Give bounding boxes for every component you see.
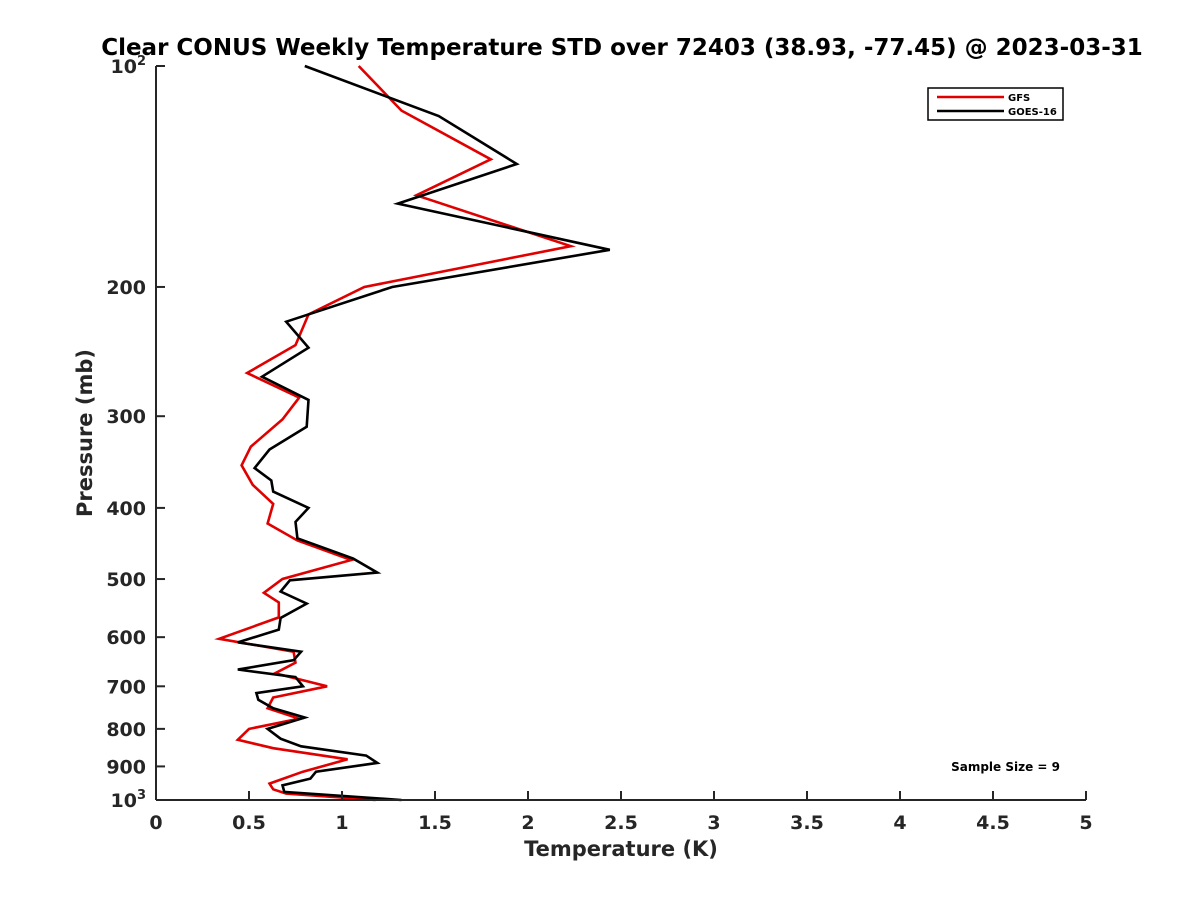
x-tick-label: 0.5	[232, 812, 266, 834]
x-tick-label: 0	[149, 812, 162, 834]
legend-label-goes: GOES-16	[1008, 107, 1057, 118]
x-tick-label: 4.5	[976, 812, 1010, 834]
y-tick-label: 700	[106, 676, 146, 698]
series-line-goes-16	[237, 64, 611, 802]
series-line-gfs	[214, 65, 576, 802]
sample-size-annotation: Sample Size = 9	[951, 760, 1060, 774]
y-tick-label: 600	[106, 627, 146, 649]
y-axis-ticks: 102 200 300 400 500 600 700 800 900 103	[106, 54, 165, 812]
y-tick-label: 900	[106, 756, 146, 778]
x-axis-label: Temperature (K)	[524, 837, 718, 861]
x-tick-label: 1.5	[418, 812, 452, 834]
plot-area	[156, 66, 1085, 799]
x-tick-label: 3.5	[790, 812, 824, 834]
legend-label-gfs: GFS	[1008, 93, 1030, 104]
y-axis-label: Pressure (mb)	[73, 349, 97, 517]
x-axis-ticks: 0 0.5 1 1.5 2 2.5 3 3.5 4 4.5 5	[149, 791, 1093, 834]
x-tick-label: 5	[1079, 812, 1092, 834]
x-tick-label: 4	[893, 812, 906, 834]
y-tick-label: 300	[106, 406, 146, 428]
x-tick-label: 2	[521, 812, 534, 834]
y-tick-label: 400	[106, 498, 146, 520]
y-tick-label: 102	[111, 54, 147, 78]
x-tick-label: 3	[707, 812, 720, 834]
y-tick-label: 200	[106, 277, 146, 299]
series-lines	[214, 64, 611, 802]
legend-box	[927, 87, 1064, 121]
x-tick-label: 2.5	[604, 812, 638, 834]
chart-title: Clear CONUS Weekly Temperature STD over …	[101, 35, 1143, 61]
y-tick-label: 103	[111, 788, 147, 812]
y-tick-label: 800	[106, 719, 146, 741]
legend: GFS GOES-16	[927, 87, 1064, 121]
x-tick-label: 1	[335, 812, 348, 834]
y-tick-label: 500	[106, 569, 146, 591]
